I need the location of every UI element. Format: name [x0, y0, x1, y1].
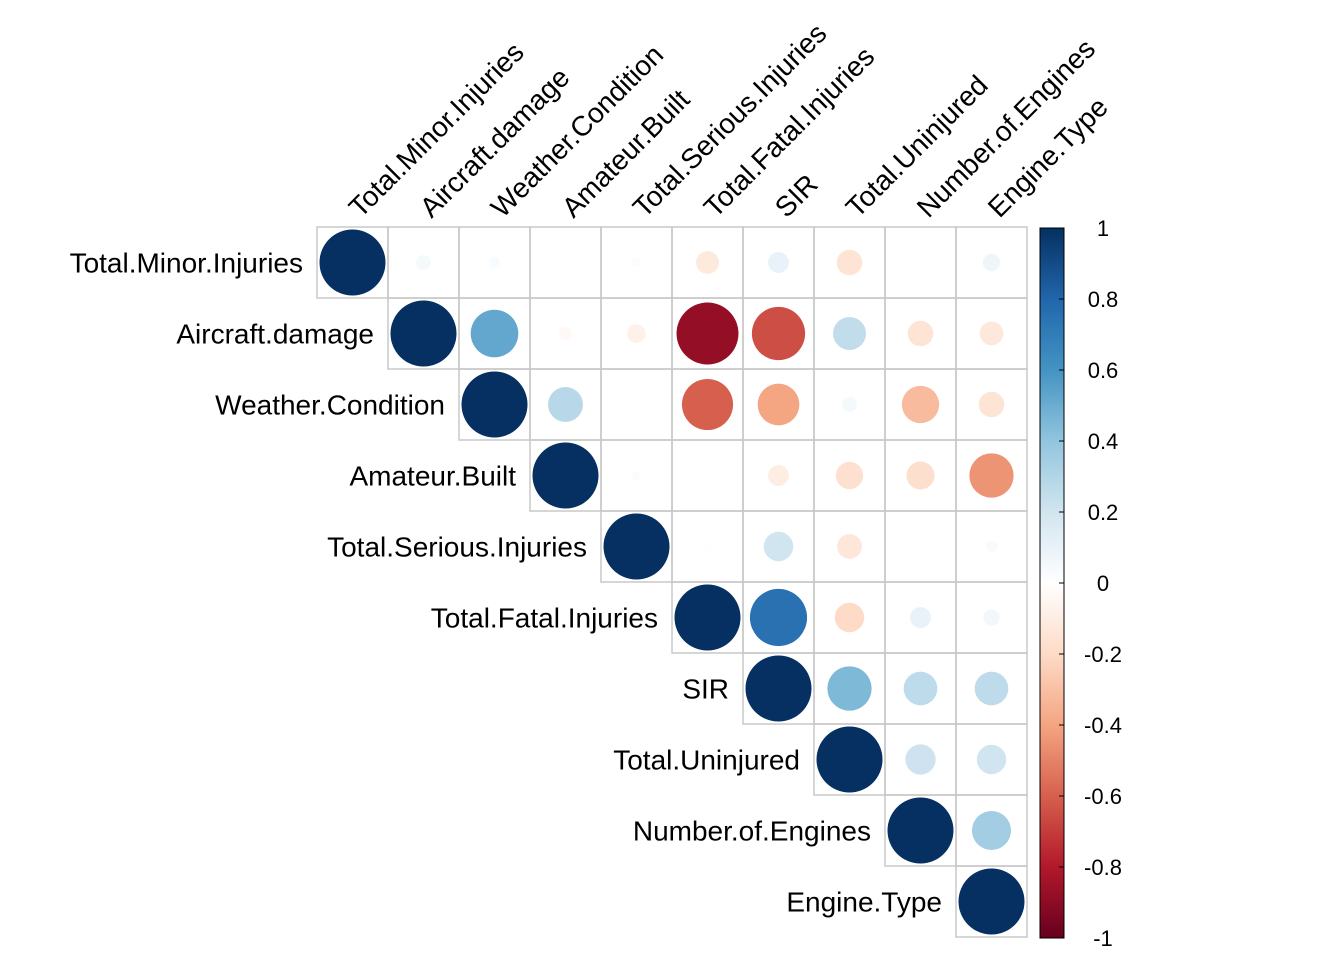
- color-legend: 1 0.8 0.6 0.4 0.2 0 -0.2 -0.4 -0.6 -0.8 -1: [1039, 216, 1122, 951]
- correlation-circle-Total.Minor.Injuries-Number.of.Engines: [917, 259, 924, 266]
- correlation-circle-Total.Minor.Injuries-Weather.Condition: [488, 256, 501, 269]
- correlation-circle-Aircraft.damage-Aircraft.damage: [390, 300, 457, 367]
- colorbar-tick-label: -0.4: [1084, 713, 1122, 738]
- correlation-circle-SIR-Number.of.Engines: [903, 671, 938, 706]
- correlation-circle-Total.Serious.Injuries-SIR: [763, 531, 794, 562]
- correlation-circle-Amateur.Built-Engine.Type: [969, 453, 1014, 498]
- grid-cell: [884, 510, 957, 583]
- correlation-circle-Amateur.Built-Total.Uninjured: [835, 461, 864, 490]
- colorbar-tick-label: -0.6: [1084, 784, 1122, 809]
- colorbar-tick-label: -1: [1093, 926, 1113, 951]
- correlation-circle-Total.Minor.Injuries-SIR: [768, 252, 789, 273]
- correlation-circle-Amateur.Built-Amateur.Built: [532, 442, 599, 509]
- matrix-grid: [316, 226, 1028, 938]
- correlation-circle-Number.of.Engines-Engine.Type: [971, 810, 1012, 851]
- correlation-circle-Weather.Condition-Number.of.Engines: [901, 385, 940, 424]
- correlation-circle-Weather.Condition-Amateur.Built: [548, 387, 583, 422]
- grid-cell: [955, 865, 1028, 938]
- row-label: Weather.Condition: [215, 390, 445, 421]
- correlation-circle-Total.Minor.Injuries-Aircraft.damage: [416, 255, 431, 270]
- correlation-circle-Total.Uninjured-Total.Uninjured: [816, 726, 883, 793]
- correlation-circle-Weather.Condition-SIR: [757, 383, 800, 426]
- correlation-circle-Engine.Type-Engine.Type: [958, 868, 1025, 935]
- row-label: Total.Serious.Injuries: [327, 532, 587, 563]
- correlation-circle-Aircraft.damage-Total.Uninjured: [833, 317, 866, 350]
- correlation-circle-Aircraft.damage-Amateur.Built: [558, 326, 573, 341]
- colorbar-tick-label: 1: [1097, 216, 1109, 241]
- correlation-circle-Total.Uninjured-Engine.Type: [976, 744, 1007, 775]
- row-label: Total.Uninjured: [613, 745, 800, 776]
- correlation-circle-SIR-Total.Uninjured: [827, 666, 872, 711]
- colorbar-tick-label: 0.8: [1088, 287, 1119, 312]
- correlation-circle-Number.of.Engines-Number.of.Engines: [887, 797, 954, 864]
- correlation-circle-Total.Minor.Injuries-Total.Uninjured: [836, 249, 863, 276]
- correlation-circle-Total.Minor.Injuries-Engine.Type: [982, 253, 1001, 272]
- correlation-circle-Total.Serious.Injuries-Total.Fatal.Injuries: [704, 543, 711, 550]
- correlation-circle-Aircraft.damage-Total.Serious.Injuries: [627, 324, 646, 343]
- correlation-circle-Total.Minor.Injuries-Total.Serious.Injuries: [631, 257, 642, 268]
- correlation-circle-Weather.Condition-Weather.Condition: [461, 371, 528, 438]
- row-label: Number.of.Engines: [633, 816, 871, 847]
- correlation-circle-Total.Serious.Injuries-Total.Serious.Injuries: [603, 513, 670, 580]
- correlation-circle-Weather.Condition-Total.Uninjured: [842, 397, 857, 412]
- correlation-circle-Total.Fatal.Injuries-Total.Fatal.Injuries: [674, 584, 741, 651]
- colorbar-tick-label: 0.2: [1088, 500, 1119, 525]
- correlation-circles: [319, 229, 1025, 935]
- row-label: SIR: [682, 674, 729, 705]
- correlation-circle-Aircraft.damage-Number.of.Engines: [907, 320, 934, 347]
- correlation-circle-Total.Fatal.Injuries-Total.Uninjured: [834, 602, 865, 633]
- correlation-circle-Amateur.Built-SIR: [768, 465, 789, 486]
- correlation-circle-Total.Minor.Injuries-Total.Fatal.Injuries: [696, 251, 719, 274]
- correlation-circle-Total.Minor.Injuries-Total.Minor.Injuries: [319, 229, 386, 296]
- correlation-circle-Weather.Condition-Total.Fatal.Injuries: [681, 378, 734, 431]
- row-label: Total.Fatal.Injuries: [431, 603, 658, 634]
- correlation-circle-SIR-Engine.Type: [974, 671, 1009, 706]
- colorbar-tick-label: 0.6: [1088, 358, 1119, 383]
- grid-cell: [600, 368, 673, 441]
- correlation-circle-Aircraft.damage-Total.Fatal.Injuries: [676, 302, 739, 365]
- column-labels: Total.Minor.InjuriesAircraft.damageWeath…: [343, 18, 1114, 224]
- colorbar-tick-label: 0: [1097, 571, 1109, 596]
- row-label: Amateur.Built: [349, 461, 516, 492]
- correlation-circle-Aircraft.damage-Engine.Type: [979, 321, 1004, 346]
- correlation-circle-Total.Fatal.Injuries-Number.of.Engines: [910, 607, 931, 628]
- correlation-circle-Total.Serious.Injuries-Engine.Type: [985, 540, 998, 553]
- row-labels: Total.Minor.Injuries Aircraft.damage Weath…: [70, 248, 942, 918]
- correlation-circle-Total.Fatal.Injuries-SIR: [749, 588, 808, 647]
- correlation-circle-Total.Minor.Injuries-Amateur.Built: [562, 259, 569, 266]
- row-label: Aircraft.damage: [176, 319, 374, 350]
- correlation-circle-SIR-SIR: [745, 655, 812, 722]
- correlation-circle-Weather.Condition-Engine.Type: [978, 391, 1005, 418]
- correlation-circle-Total.Fatal.Injuries-Engine.Type: [983, 609, 1000, 626]
- correlation-circle-Aircraft.damage-Weather.Condition: [470, 309, 519, 358]
- row-label: Engine.Type: [786, 887, 942, 918]
- correlation-circle-Total.Uninjured-Number.of.Engines: [905, 744, 936, 775]
- column-label: SIR: [769, 168, 824, 223]
- correlation-circle-Amateur.Built-Total.Serious.Injuries: [631, 470, 642, 481]
- correlation-circle-Amateur.Built-Number.of.Engines: [906, 461, 935, 490]
- row-label: Total.Minor.Injuries: [70, 248, 303, 279]
- colorbar-tick-label: -0.2: [1084, 642, 1122, 667]
- correlation-circle-Total.Serious.Injuries-Total.Uninjured: [837, 534, 862, 559]
- colorbar-tick-label: -0.8: [1084, 855, 1122, 880]
- correlation-circle-Aircraft.damage-SIR: [751, 306, 806, 361]
- grid-cell: [671, 439, 744, 512]
- colorbar-tick-label: 0.4: [1088, 429, 1119, 454]
